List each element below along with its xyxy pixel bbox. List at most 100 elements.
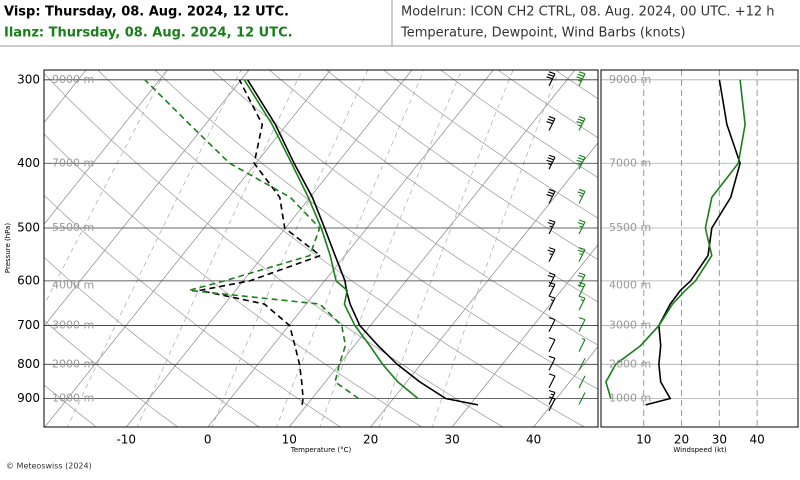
dry-adiabat [44,194,342,427]
footer: © Meteoswiss (2024) [6,462,92,471]
barb-flag [576,121,583,125]
barb-flag [578,247,586,251]
wind-barb [578,358,586,371]
wind-barb [577,247,586,262]
wind-barb [548,355,556,371]
barb-staff [548,358,556,371]
barb-flag [578,71,586,75]
dry-adiabat [44,319,179,427]
isotherm [370,142,598,427]
barb-staff [578,319,586,332]
barb-flag [548,317,556,321]
wind-barb [577,188,586,204]
barb-flag [577,157,584,161]
barb-staff [578,392,586,405]
barb-flag [548,163,552,166]
barb-flag [578,163,582,166]
barb-staff [548,157,556,170]
wind-barb [578,338,586,352]
wind-barb [548,295,556,311]
y-tick-label: 900 [17,391,40,405]
y-tick-label: 300 [17,72,40,86]
dry-adiabat [326,70,598,261]
barb-staff [578,249,586,262]
barb-flag [548,281,556,285]
y-tick-label: 600 [17,273,40,287]
barb-staff [578,221,586,235]
dry-adiabat [44,384,97,427]
barb-flag [548,188,556,192]
barb-staff [548,319,556,332]
wind-barb [577,281,586,297]
barb-flag [547,274,554,278]
skewt-frame [43,69,599,428]
wind-barb [546,116,556,131]
wind-barb [547,247,556,262]
x-tick-label: 20 [674,433,689,447]
barb-flag [577,73,584,77]
wind-barb [578,295,586,311]
x-tick-label: 40 [750,433,765,447]
wind-barb [576,71,586,87]
barb-flag [577,118,584,122]
wind-barb [547,219,556,235]
x-axis-label: Windspeed (kt) [673,446,726,454]
x-axis-label: Temperature (°C) [290,446,352,454]
skewt-plot [44,70,598,427]
dry-adiabat [44,73,504,427]
barb-flag [548,71,556,75]
wind-barb [577,219,586,235]
barb-staff [548,118,556,131]
barb-staff [578,297,586,311]
altitude-label: 1000 m [52,391,94,404]
barb-staff [548,221,556,235]
y-tick-label: 700 [17,318,40,332]
barb-flag [578,188,586,192]
mixing-ratio-line [211,70,369,427]
barb-staff [578,191,586,204]
barb-staff [578,284,586,297]
dewpoint-line [144,79,359,400]
altitude-label: 7000 m [609,156,651,169]
mixing-ratio-line [67,70,242,427]
barb-flag [578,79,582,82]
barb-flag [548,355,556,359]
barb-flag [546,121,553,125]
barb-staff [548,375,556,389]
wind-barb [576,154,586,170]
mixing-ratio-line [136,70,303,427]
temperature-line [243,79,419,400]
barb-flag [549,253,553,256]
altitude-label: 9000 m [609,73,651,86]
barb-staff [578,157,586,170]
wind-barb [578,317,586,332]
barb-staff [548,191,556,204]
modelrun: Modelrun: ICON CH2 CTRL, 08. Aug. 2024, … [401,5,775,20]
y-tick-label: 500 [17,220,40,234]
barb-flag [550,393,554,396]
barb-staff [578,118,586,131]
x-tick-label: 0 [204,433,212,447]
wind-barb [576,116,586,131]
dry-adiabat [44,133,423,427]
barb-staff [578,375,586,389]
barb-staff [548,274,556,288]
mixing-ratio-line [432,70,560,427]
barb-flag [578,272,586,276]
isotherm [126,70,413,427]
wind-barb [546,188,556,204]
station-visp: Visp: Thursday, 08. Aug. 2024, 12 UTC. [4,5,289,20]
isotherm [451,244,598,427]
x-tick-label: 10 [282,433,297,447]
station-ilanz: Ilanz: Thursday, 08. Aug. 2024, 12 UTC. [4,26,293,41]
wind-barb [546,71,556,87]
isotherm [44,70,168,225]
y-tick-label: 400 [17,156,40,170]
barb-flag [579,194,583,197]
altitude-label: 2000 m [609,357,651,370]
barb-flag [546,159,553,163]
barb-flag [547,191,554,195]
barb-staff [578,358,586,371]
dewpoint-line [199,79,323,406]
